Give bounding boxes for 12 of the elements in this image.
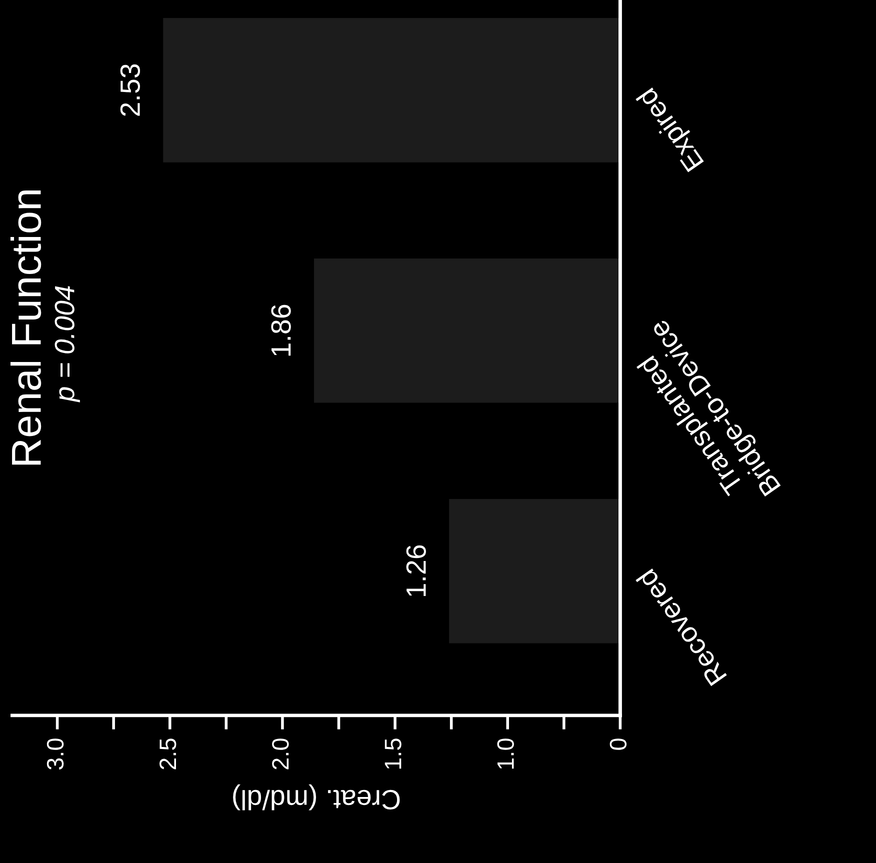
x-tick-label: 1.0 [497, 738, 514, 769]
x-tick-label: 2.5 [160, 738, 176, 770]
data-label: 1.86 [271, 304, 291, 356]
text: Renal Function [10, 190, 42, 465]
x-axis-title: Creat. (md/dl) [233, 784, 400, 810]
x-tick-label: 1.5 [384, 738, 402, 769]
x-tick-label: 0 [610, 738, 627, 750]
x-tick-label: 2.0 [272, 738, 289, 770]
data-label: 2.53 [120, 64, 140, 116]
x-tick-label: 3.0 [46, 738, 64, 770]
annotation: p = 0.004 [54, 286, 80, 402]
data-label: 1.26 [406, 545, 426, 596]
